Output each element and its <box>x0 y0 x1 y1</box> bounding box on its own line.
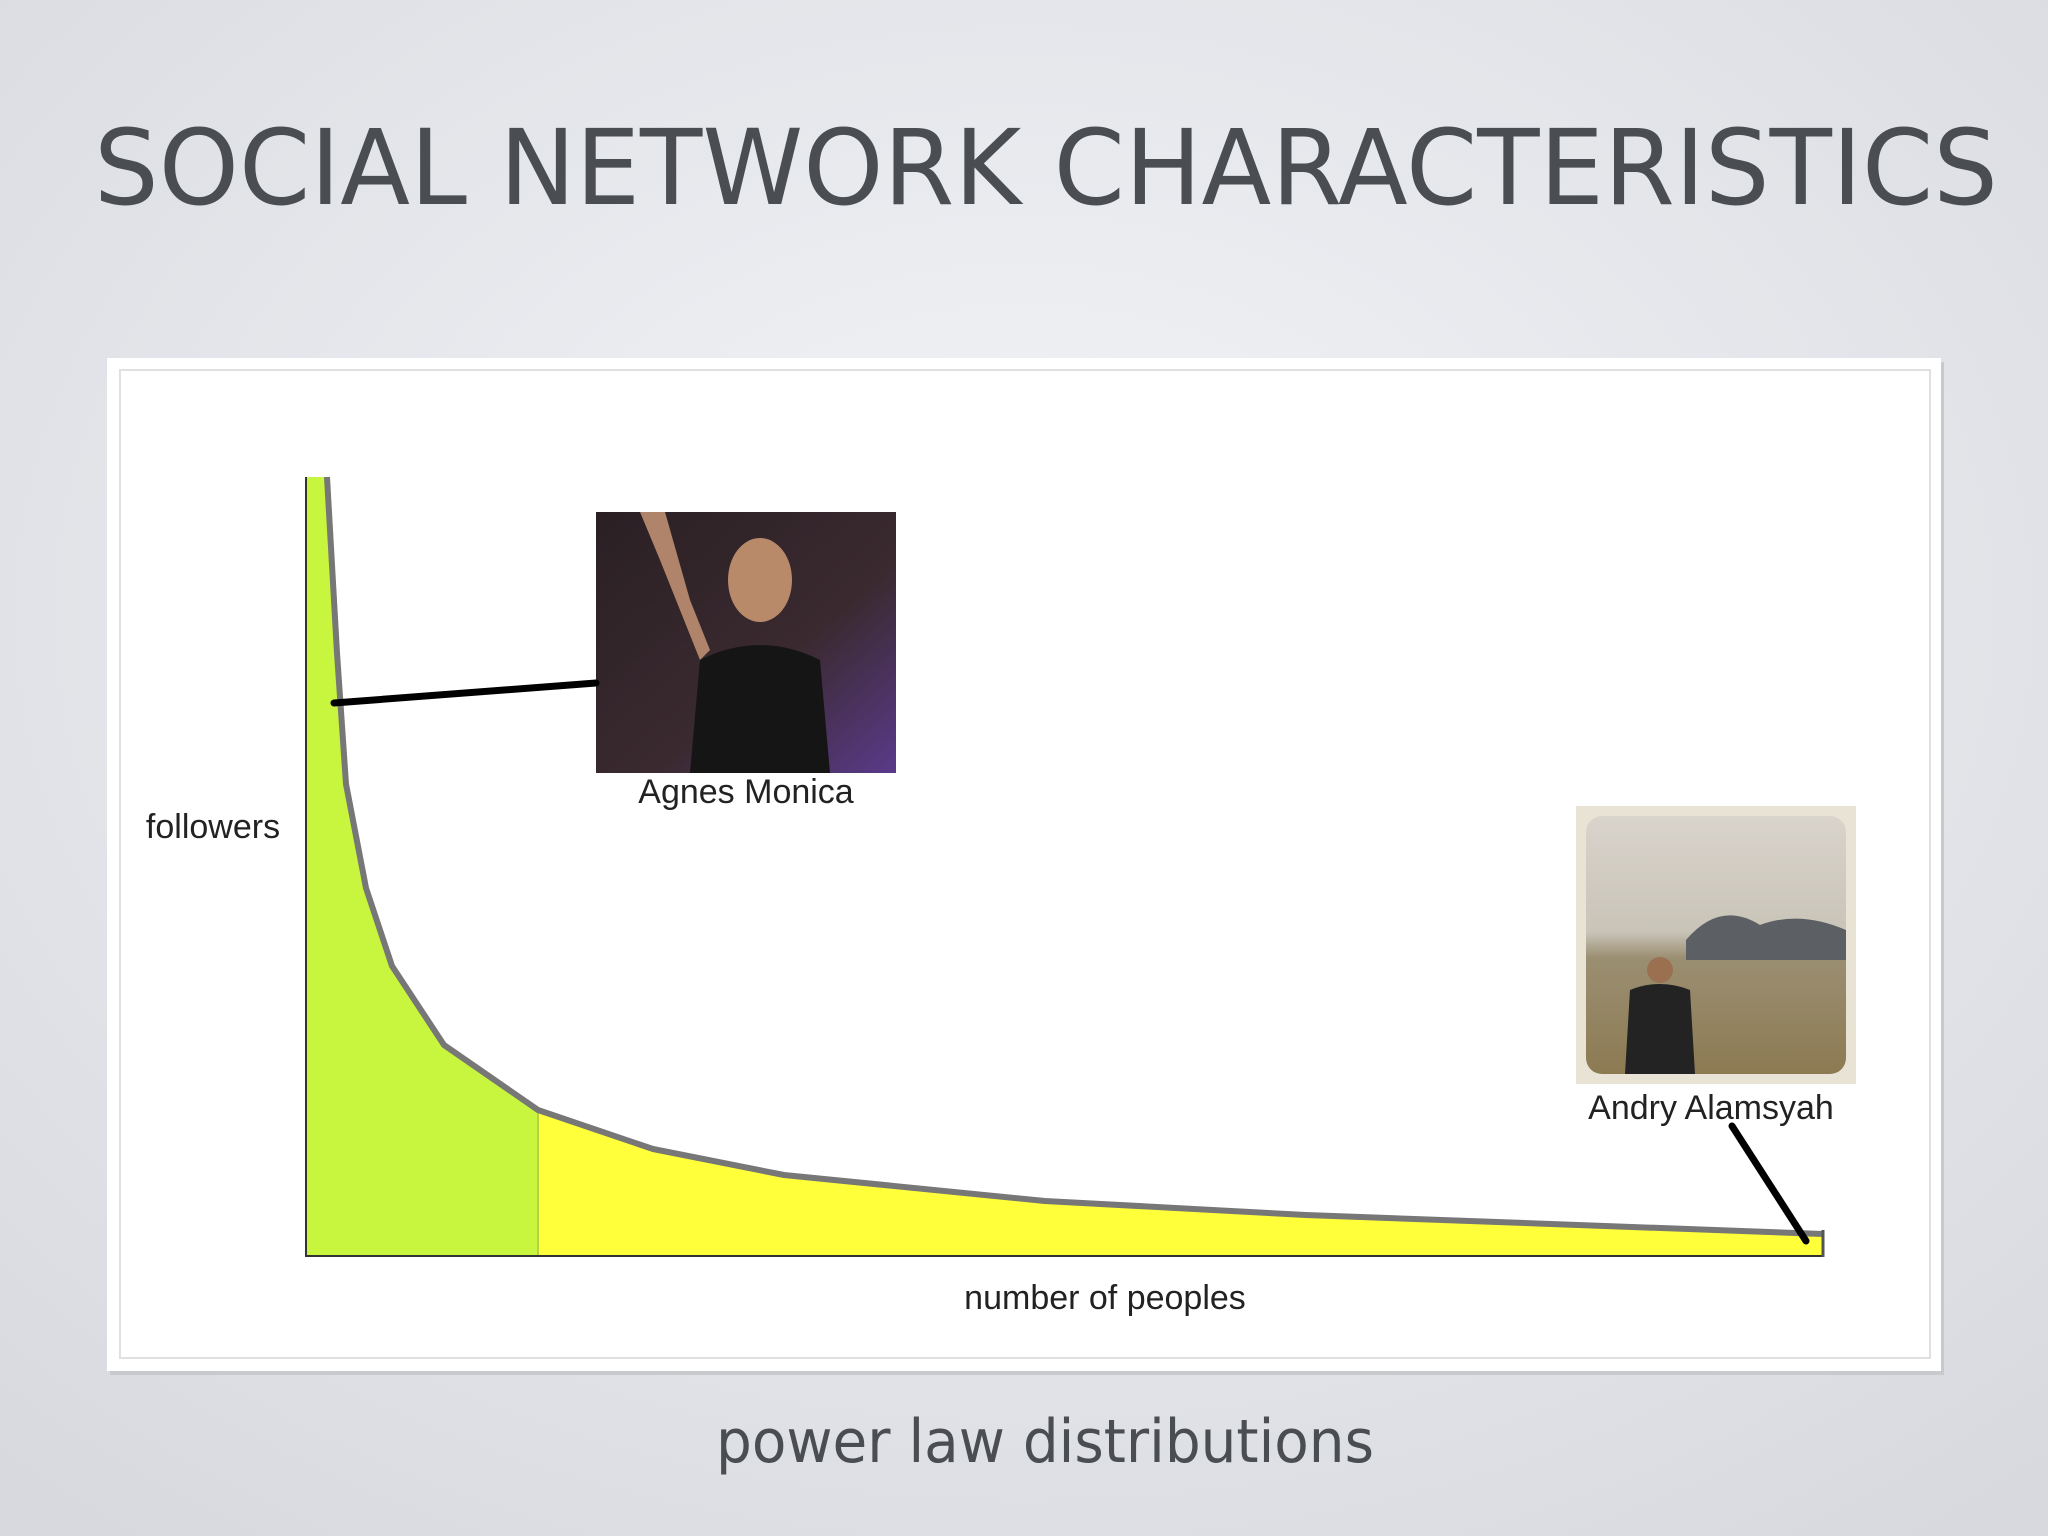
tail-area <box>538 1110 1823 1256</box>
person-photo <box>596 512 896 773</box>
pointer-line <box>1728 1122 1810 1245</box>
person-photo <box>1576 806 1856 1084</box>
pointer-line <box>330 679 600 707</box>
y-axis-label: followers <box>146 808 280 846</box>
power-law-curve <box>324 476 1824 1237</box>
person-name: Agnes Monica <box>638 773 854 811</box>
slide-caption: power law distributions <box>716 1407 1374 1477</box>
person-name: Andry Alamsyah <box>1588 1089 1834 1127</box>
panel-border <box>119 369 1931 1359</box>
head-area <box>306 477 538 1256</box>
x-axis-label: number of peoples <box>964 1279 1246 1317</box>
slide-title: SOCIAL NETWORK CHARACTERISTICS <box>94 107 1998 229</box>
